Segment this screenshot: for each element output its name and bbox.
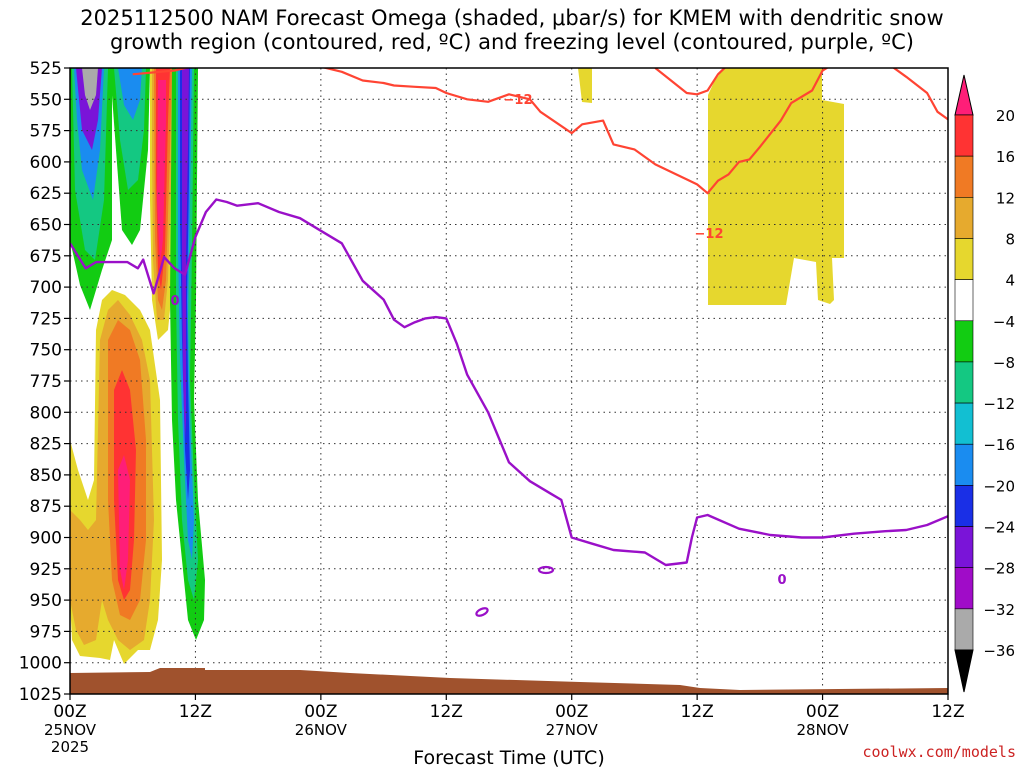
y-tick-label: 525 — [30, 59, 62, 79]
colorbar-segment — [954, 402, 974, 445]
x-year-label: 2025 — [51, 738, 89, 756]
y-tick-label: 675 — [30, 247, 62, 267]
colorbar-label: −16 — [983, 436, 1015, 454]
freezing-label-1: 0 — [170, 294, 179, 309]
omega-region-yellow-small — [578, 68, 592, 103]
colorbar-segment — [954, 155, 974, 198]
x-tick-label: 12Z — [931, 702, 964, 722]
dendritic-contour — [321, 68, 829, 195]
colorbar-segment — [954, 197, 974, 239]
dendritic-label-2: −12 — [695, 227, 724, 242]
chart-title-line1: 2025112500 NAM Forecast Omega (shaded, μ… — [80, 6, 944, 30]
y-tick-label: 550 — [30, 90, 62, 110]
colorbar-label: 4 — [1005, 272, 1015, 290]
y-tick-label: 950 — [30, 591, 62, 611]
omega-shading — [70, 68, 844, 664]
y-tick-label: 925 — [30, 560, 62, 580]
y-tick-label: 850 — [30, 466, 62, 486]
colorbar-segment — [954, 279, 974, 322]
y-tick-label: 900 — [30, 529, 62, 549]
colorbar: 20 16 12 8 4 −4 −8 −12 −16 −20 −24 −28 −32 −36 — [954, 74, 1015, 693]
colorbar-label: 20 — [996, 107, 1015, 125]
colorbar-bottom-arrow — [954, 649, 974, 693]
colorbar-label: −4 — [993, 313, 1015, 331]
y-tick-label: 825 — [30, 435, 62, 455]
colorbar-label: 16 — [996, 148, 1015, 166]
x-tick-label: 12Z — [681, 702, 714, 722]
colorbar-label: −12 — [983, 395, 1015, 413]
colorbar-segment — [954, 608, 974, 651]
colorbar-label: 12 — [996, 189, 1015, 207]
y-tick-label: 750 — [30, 341, 62, 361]
freezing-level-blob-1 — [537, 565, 555, 575]
freezing-level-blob-2 — [475, 607, 489, 617]
colorbar-label: −28 — [983, 560, 1015, 578]
x-tick-label: 12Z — [430, 702, 463, 722]
omega-region-yellow-right — [708, 68, 844, 305]
colorbar-segment — [954, 443, 974, 486]
y-tick-label: 575 — [30, 122, 62, 142]
colorbar-top-arrow — [954, 74, 974, 116]
credit-text: coolwx.com/models — [862, 743, 1016, 761]
omega-region-pink-plume — [157, 80, 166, 265]
omega-region-gray-left — [82, 68, 98, 110]
y-tick-label: 800 — [30, 403, 62, 423]
y-tick-label: 875 — [30, 497, 62, 517]
colorbar-segment — [954, 485, 974, 527]
x-tick-label: 00Z — [555, 702, 588, 722]
colorbar-segment — [954, 114, 974, 157]
x-date-label: 28NOV — [797, 721, 850, 739]
dendritic-contour — [892, 68, 948, 121]
colorbar-label: −20 — [983, 477, 1015, 495]
freezing-level-contour — [70, 198, 948, 567]
y-tick-label: 650 — [30, 216, 62, 236]
x-tick-label: 00Z — [806, 702, 839, 722]
colorbar-segment — [954, 567, 974, 610]
contour-layer — [70, 68, 948, 567]
colorbar-label: −32 — [983, 601, 1015, 619]
omega-region-pink-low — [118, 455, 130, 590]
colorbar-segment — [954, 238, 974, 280]
freezing-label-2: 0 — [777, 573, 786, 588]
y-tick-label: 600 — [30, 153, 62, 173]
dendritic-contour — [654, 68, 727, 96]
colorbar-segment — [954, 320, 974, 363]
colorbar-label: 8 — [1005, 230, 1015, 248]
omega-region-blue-mid — [118, 68, 142, 120]
x-tick-label: 12Z — [179, 702, 212, 722]
dendritic-contour — [132, 68, 190, 76]
y-tick-label: 775 — [30, 372, 62, 392]
dendritic-label-1: −12 — [504, 93, 533, 108]
chart-title-line2: growth region (contoured, red, ºC) and f… — [110, 30, 914, 54]
y-tick-label: 700 — [30, 278, 62, 298]
y-tick-label: 1025 — [19, 685, 62, 705]
y-axis: 525 550 575 600 625 650 675 700 725 750 775 800 825 8… — [19, 59, 70, 705]
y-tick-label: 725 — [30, 309, 62, 329]
colorbar-segment — [954, 361, 974, 404]
x-tick-label: 00Z — [304, 702, 337, 722]
x-date-label: 26NOV — [295, 721, 348, 739]
colorbar-label: −24 — [983, 519, 1015, 537]
x-date-label: 27NOV — [546, 721, 599, 739]
colorbar-segment — [954, 526, 974, 568]
y-tick-label: 1000 — [19, 654, 62, 674]
y-tick-label: 975 — [30, 622, 62, 642]
x-axis-label: Forecast Time (UTC) — [413, 747, 604, 768]
terrain — [70, 668, 948, 694]
colorbar-label: −36 — [983, 642, 1015, 660]
y-tick-label: 625 — [30, 184, 62, 204]
x-date-label: 25NOV — [44, 721, 97, 739]
omega-region-purple-right — [182, 68, 189, 440]
x-tick-label: 00Z — [53, 702, 86, 722]
colorbar-label: −8 — [993, 354, 1015, 372]
